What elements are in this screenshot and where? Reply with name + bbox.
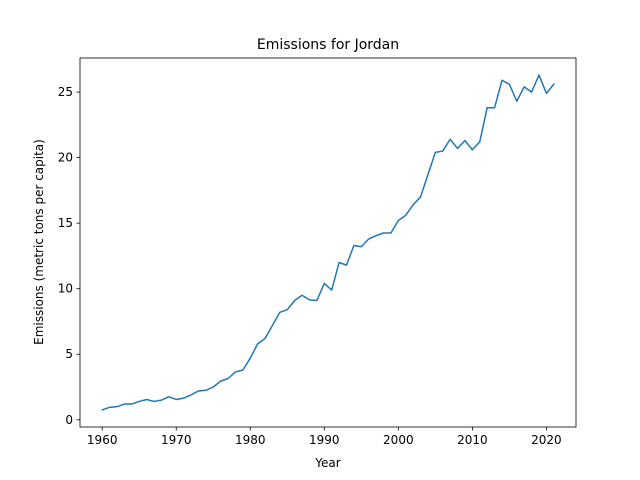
x-tick-label: 2010 (457, 433, 488, 447)
x-axis: 1960 1970 1980 1990 2000 2010 2020 (87, 427, 562, 447)
y-tick-label: 10 (58, 282, 73, 296)
x-tick-label: 1960 (87, 433, 118, 447)
x-axis-label: Year (314, 456, 340, 470)
y-tick-label: 0 (65, 413, 73, 427)
plot-frame (79, 57, 577, 428)
x-tick-label: 1990 (309, 433, 340, 447)
y-tick-label: 25 (58, 85, 73, 99)
y-tick-label: 5 (65, 347, 73, 361)
y-tick-label: 20 (58, 151, 73, 165)
series-line-0 (101, 74, 555, 411)
x-tick-label: 1970 (161, 433, 192, 447)
x-tick-label: 1980 (235, 433, 266, 447)
y-axis-label: Emissions (metric tons per capita) (32, 139, 46, 345)
y-axis: 0 5 10 15 20 25 (58, 85, 80, 427)
y-tick-label: 15 (58, 216, 73, 230)
x-tick-label: 2000 (383, 433, 414, 447)
chart-title: Emissions for Jordan (257, 37, 399, 53)
plot-area (79, 57, 577, 428)
x-tick-label: 2020 (531, 433, 562, 447)
